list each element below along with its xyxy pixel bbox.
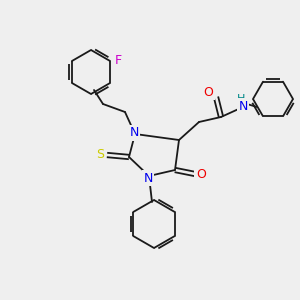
Text: F: F (115, 55, 122, 68)
Text: N: N (238, 100, 248, 112)
Text: N: N (129, 127, 139, 140)
Text: O: O (203, 85, 213, 98)
Text: H: H (237, 94, 245, 104)
Text: S: S (96, 148, 104, 161)
Text: N: N (143, 172, 153, 184)
Text: O: O (196, 167, 206, 181)
